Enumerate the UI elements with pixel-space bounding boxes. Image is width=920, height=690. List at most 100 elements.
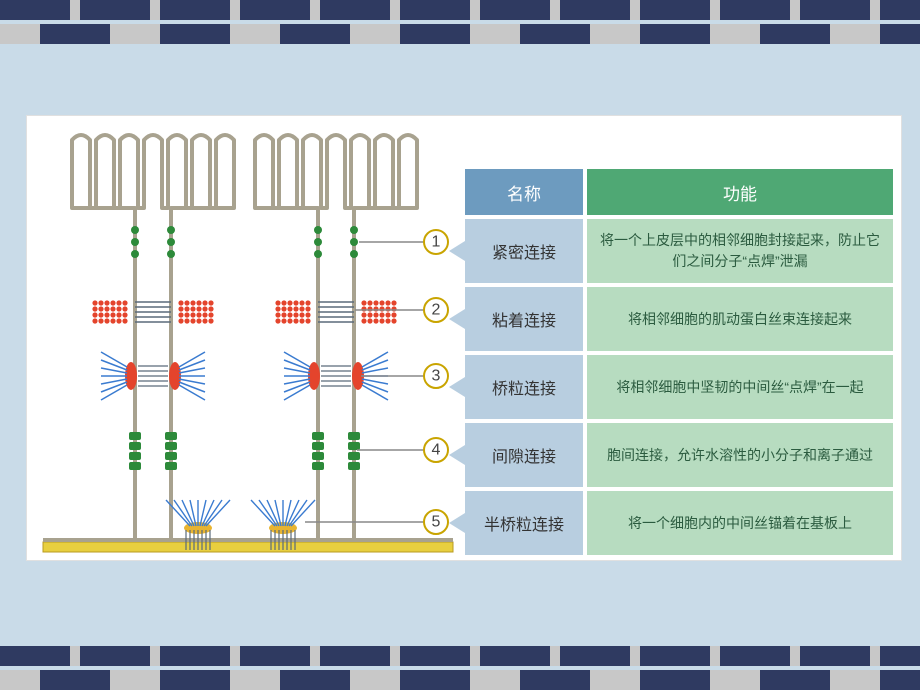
actin-filament bbox=[361, 312, 366, 317]
actin-filament bbox=[208, 306, 213, 311]
actin-filament bbox=[281, 300, 286, 305]
actin-filament bbox=[98, 312, 103, 317]
actin-filament bbox=[122, 312, 127, 317]
actin-filament bbox=[287, 300, 292, 305]
actin-filament bbox=[385, 312, 390, 317]
table-row: 紧密连接 将一个上皮层中的相邻细胞封接起来，防止它们之间分子“点焊”泄漏 bbox=[465, 219, 893, 283]
actin-filament bbox=[92, 312, 97, 317]
actin-filament bbox=[299, 312, 304, 317]
actin-filament bbox=[299, 306, 304, 311]
actin-filament bbox=[361, 300, 366, 305]
gap-junction-connexon bbox=[312, 432, 324, 440]
actin-filament bbox=[208, 318, 213, 323]
actin-filament bbox=[122, 306, 127, 311]
actin-filament bbox=[275, 312, 280, 317]
intermediate-filament bbox=[206, 500, 230, 526]
intermediate-filament bbox=[285, 500, 291, 526]
actin-filament bbox=[293, 300, 298, 305]
actin-filament bbox=[293, 318, 298, 323]
actin-filament bbox=[104, 312, 109, 317]
actin-filament bbox=[110, 312, 115, 317]
intermediate-filament bbox=[204, 500, 222, 526]
row-name: 间隙连接 bbox=[465, 423, 583, 487]
row-func: 将一个细胞内的中间丝锚着在基板上 bbox=[587, 491, 893, 555]
gap-junction-connexon bbox=[165, 432, 177, 440]
actin-filament bbox=[287, 306, 292, 311]
actin-filament bbox=[196, 306, 201, 311]
actin-filament bbox=[110, 300, 115, 305]
gap-junction-connexon bbox=[129, 462, 141, 470]
actin-filament bbox=[190, 300, 195, 305]
actin-filament bbox=[281, 318, 286, 323]
tight-junction-strand bbox=[131, 226, 139, 234]
actin-filament bbox=[305, 318, 310, 323]
actin-filament bbox=[275, 318, 280, 323]
actin-filament bbox=[178, 318, 183, 323]
label-number: 1 bbox=[432, 234, 441, 251]
actin-filament bbox=[196, 300, 201, 305]
actin-filament bbox=[116, 318, 121, 323]
actin-filament bbox=[190, 312, 195, 317]
actin-filament bbox=[178, 300, 183, 305]
actin-filament bbox=[373, 306, 378, 311]
cell-junction-diagram: 12345 bbox=[33, 122, 463, 554]
tight-junction-strand bbox=[167, 250, 175, 258]
actin-filament bbox=[305, 312, 310, 317]
actin-filament bbox=[379, 318, 384, 323]
actin-filament bbox=[367, 300, 372, 305]
actin-filament bbox=[373, 318, 378, 323]
content-panel: 12345 名称 功能 紧密连接 将一个上皮层中的相邻细胞封接起来，防止它们之间… bbox=[26, 115, 902, 561]
actin-filament bbox=[391, 300, 396, 305]
actin-filament bbox=[104, 318, 109, 323]
actin-filament bbox=[110, 306, 115, 311]
actin-filament bbox=[92, 300, 97, 305]
actin-filament bbox=[379, 306, 384, 311]
actin-filament bbox=[275, 300, 280, 305]
gap-junction-connexon bbox=[348, 442, 360, 450]
actin-filament bbox=[305, 306, 310, 311]
actin-filament bbox=[208, 312, 213, 317]
cell-membrane bbox=[255, 135, 417, 540]
actin-filament bbox=[104, 300, 109, 305]
actin-filament bbox=[367, 318, 372, 323]
actin-filament bbox=[373, 300, 378, 305]
actin-filament bbox=[98, 300, 103, 305]
actin-filament bbox=[299, 300, 304, 305]
gap-junction-connexon bbox=[165, 442, 177, 450]
gap-junction-connexon bbox=[165, 452, 177, 460]
label-number: 4 bbox=[432, 442, 441, 459]
gap-junction-connexon bbox=[165, 462, 177, 470]
row-func: 将相邻细胞的肌动蛋白丝束连接起来 bbox=[587, 287, 893, 351]
intermediate-filament bbox=[251, 500, 275, 526]
actin-filament bbox=[287, 312, 292, 317]
actin-filament bbox=[184, 300, 189, 305]
actin-filament bbox=[104, 306, 109, 311]
junction-table: 名称 功能 紧密连接 将一个上皮层中的相邻细胞封接起来，防止它们之间分子“点焊”… bbox=[465, 169, 893, 555]
table-row: 粘着连接 将相邻细胞的肌动蛋白丝束连接起来 bbox=[465, 287, 893, 351]
label-number: 2 bbox=[432, 302, 441, 319]
gap-junction-connexon bbox=[129, 442, 141, 450]
header-name: 名称 bbox=[465, 169, 583, 215]
actin-filament bbox=[385, 306, 390, 311]
actin-filament bbox=[361, 306, 366, 311]
basal-lamina bbox=[43, 542, 453, 552]
actin-filament bbox=[367, 306, 372, 311]
actin-filament bbox=[196, 312, 201, 317]
gap-junction-connexon bbox=[129, 432, 141, 440]
actin-filament bbox=[281, 312, 286, 317]
table-header: 名称 功能 bbox=[465, 169, 893, 215]
gap-junction-connexon bbox=[129, 452, 141, 460]
tight-junction-strand bbox=[314, 238, 322, 246]
actin-filament bbox=[361, 318, 366, 323]
actin-filament bbox=[184, 306, 189, 311]
actin-filament bbox=[293, 306, 298, 311]
actin-filament bbox=[92, 306, 97, 311]
row-name: 桥粒连接 bbox=[465, 355, 583, 419]
actin-filament bbox=[190, 318, 195, 323]
intermediate-filament bbox=[200, 500, 206, 526]
gap-junction-connexon bbox=[348, 452, 360, 460]
row-func: 胞间连接，允许水溶性的小分子和离子通过 bbox=[587, 423, 893, 487]
actin-filament bbox=[110, 318, 115, 323]
table-row: 半桥粒连接 将一个细胞内的中间丝锚着在基板上 bbox=[465, 491, 893, 555]
actin-filament bbox=[116, 306, 121, 311]
